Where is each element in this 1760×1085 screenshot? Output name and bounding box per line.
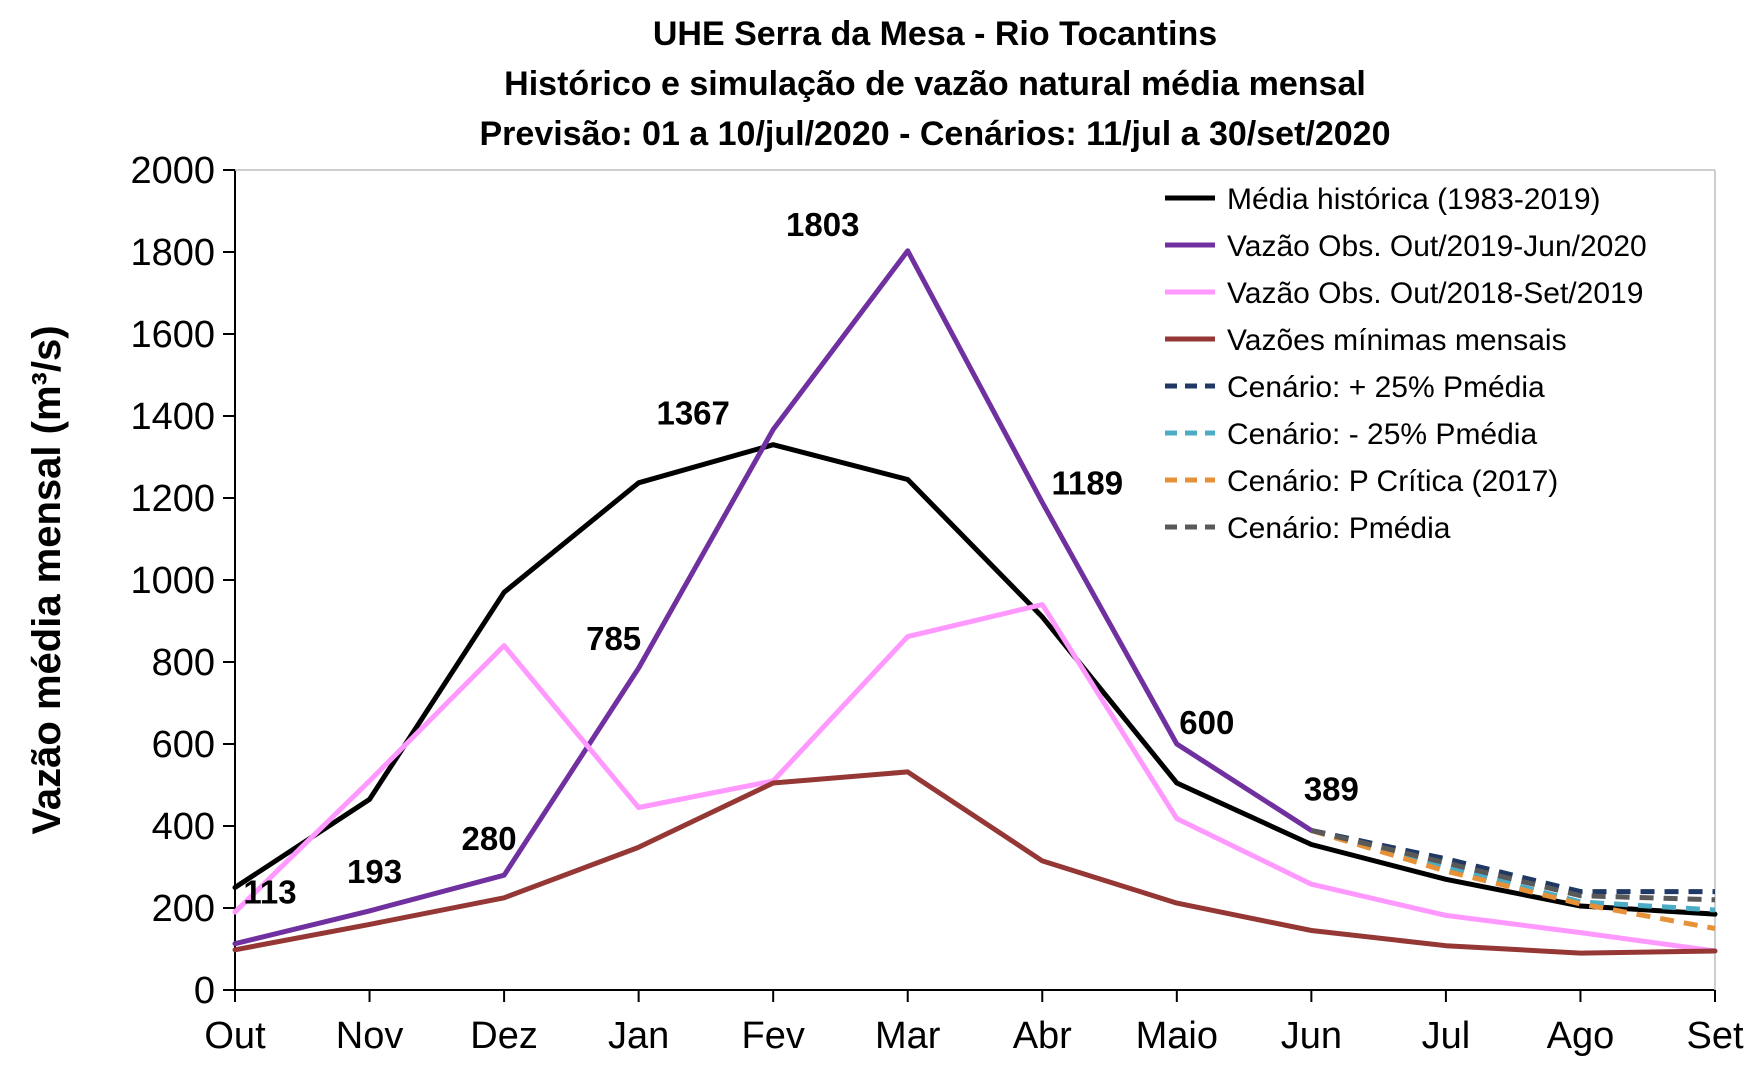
y-tick-label: 400 — [152, 806, 215, 848]
x-tick-label: Jul — [1422, 1015, 1471, 1057]
x-tick-label: Jan — [608, 1015, 669, 1057]
series-line-7 — [1310, 828, 1716, 903]
series-line-2 — [232, 602, 1718, 954]
x-tick-label: Abr — [1013, 1015, 1072, 1057]
x-tick-label: Nov — [336, 1015, 404, 1057]
legend-label: Cenário: P Crítica (2017) — [1227, 465, 1558, 498]
y-tick-label: 1200 — [130, 478, 215, 520]
y-tick-label: 200 — [152, 888, 215, 930]
y-tick-label: 0 — [194, 970, 215, 1012]
data-label: 193 — [347, 853, 402, 890]
x-tick-label: Set — [1686, 1015, 1743, 1057]
y-axis-label: Vazão média mensal (m³/s) — [25, 325, 69, 834]
chart-legend: Média histórica (1983-2019) Vazão Obs. Ou… — [1165, 183, 1647, 545]
x-tick-label: Maio — [1136, 1015, 1218, 1057]
chart-title-line: Histórico e simulação de vazão natural m… — [504, 65, 1366, 103]
legend-label: Vazão Obs. Out/2019-Jun/2020 — [1227, 230, 1647, 263]
x-tick-label: Jun — [1281, 1015, 1342, 1057]
series-line-0 — [232, 442, 1718, 917]
data-label: 280 — [462, 820, 517, 857]
x-tick-label: Ago — [1547, 1015, 1615, 1057]
data-label: 389 — [1304, 771, 1359, 808]
series-line-5 — [1310, 828, 1716, 913]
chart-title: UHE Serra da Mesa - Rio Tocantins Históri… — [480, 15, 1391, 153]
series-line-4 — [1310, 828, 1715, 895]
data-label: 113 — [243, 874, 296, 911]
x-tick-label: Out — [204, 1015, 266, 1057]
x-tick-label: Dez — [470, 1015, 538, 1057]
x-tick-label: Mar — [875, 1015, 941, 1057]
series-line-3 — [232, 769, 1718, 956]
data-label: 1367 — [656, 395, 729, 432]
y-tick-label: 1600 — [130, 314, 215, 356]
y-tick-label: 1400 — [130, 396, 215, 438]
y-tick-label: 800 — [152, 642, 215, 684]
data-label: 785 — [586, 620, 641, 657]
chart-title-line: Previsão: 01 a 10/jul/2020 - Cenários: 1… — [480, 115, 1391, 153]
data-label: 1803 — [786, 206, 859, 243]
data-label: 1189 — [1051, 465, 1123, 502]
legend-label: Vazões mínimas mensais — [1227, 324, 1567, 357]
data-label: 600 — [1179, 704, 1234, 741]
legend-label: Cenário: + 25% Pmédia — [1227, 371, 1545, 404]
legend-label: Vazão Obs. Out/2018-Set/2019 — [1227, 277, 1643, 310]
y-tick-label: 1800 — [130, 232, 215, 274]
legend-label: Cenário: - 25% Pmédia — [1227, 418, 1537, 451]
chart-axes: 0 200 400 600 800 1000 1200 1400 1600 1800 2000 Out… — [25, 150, 1744, 1057]
x-tick-label: Fev — [742, 1015, 805, 1057]
data-labels: 113 193 280 785 1367 1803 1189 600 389 — [243, 206, 1359, 911]
y-tick-label: 600 — [152, 724, 215, 766]
series-line-1 — [232, 248, 1314, 947]
legend-label: Cenário: Pmédia — [1227, 512, 1451, 545]
chart-title-line: UHE Serra da Mesa - Rio Tocantins — [653, 15, 1217, 53]
y-tick-label: 2000 — [130, 150, 215, 192]
series-line-6 — [1310, 828, 1716, 931]
chart-series — [232, 248, 1718, 956]
y-tick-label: 1000 — [130, 560, 215, 602]
legend-label: Média histórica (1983-2019) — [1227, 183, 1601, 216]
